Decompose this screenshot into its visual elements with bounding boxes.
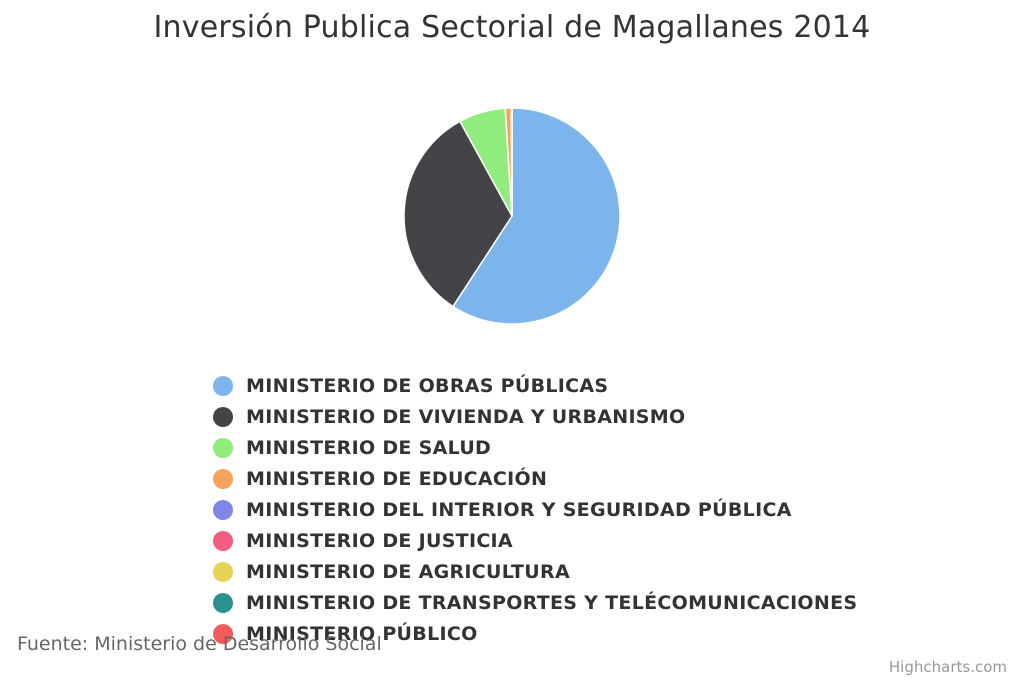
legend-item[interactable]: MINISTERIO DE AGRICULTURA (213, 556, 857, 587)
legend-label: MINISTERIO DE EDUCACIÓN (246, 467, 548, 490)
legend-color-dot-icon (213, 468, 233, 489)
legend-color-dot-icon (213, 437, 233, 458)
legend-item[interactable]: MINISTERIO DE VIVIENDA Y URBANISMO (213, 401, 857, 432)
legend-color-dot-icon (213, 406, 233, 427)
legend-item[interactable]: MINISTERIO DE SALUD (213, 432, 857, 463)
legend-color-dot-icon (213, 530, 233, 551)
pie-slice-1[interactable] (452, 107, 621, 325)
legend-label: MINISTERIO DE VIVIENDA Y URBANISMO (246, 405, 686, 428)
legend-item[interactable]: MINISTERIO DEL INTERIOR Y SEGURIDAD PÚBL… (213, 494, 857, 525)
legend-item[interactable]: MINISTERIO DE OBRAS PÚBLICAS (213, 370, 857, 401)
legend-label: MINISTERIO DE AGRICULTURA (246, 560, 570, 583)
chart-title: Inversión Publica Sectorial de Magallane… (153, 10, 871, 45)
legend-label: MINISTERIO DE OBRAS PÚBLICAS (246, 374, 609, 397)
legend-color-dot-icon (213, 623, 233, 644)
legend-item[interactable]: MINISTERIO PÚBLICO (213, 618, 857, 649)
chart-legend: MINISTERIO DE OBRAS PÚBLICAS MINISTERIO D… (213, 370, 857, 649)
legend-item[interactable]: MINISTERIO DE EDUCACIÓN (213, 463, 857, 494)
legend-label: MINISTERIO DE TRANSPORTES Y TELÉCOMUNICA… (246, 591, 858, 614)
legend-label: MINISTERIO DEL INTERIOR Y SEGURIDAD PÚBL… (246, 498, 792, 521)
legend-item[interactable]: MINISTERIO DE TRANSPORTES Y TELÉCOMUNICA… (213, 587, 857, 618)
legend-color-dot-icon (213, 499, 233, 520)
legend-color-dot-icon (213, 561, 233, 582)
highcharts-credits[interactable]: Highcharts.com (888, 658, 1007, 676)
legend-color-dot-icon (213, 375, 233, 396)
legend-label: MINISTERIO PÚBLICO (246, 622, 478, 645)
legend-color-dot-icon (213, 592, 233, 613)
source-note: Fuente: Ministerio de Desarrollo Social (17, 633, 382, 655)
legend-item[interactable]: MINISTERIO DE JUSTICIA (213, 525, 857, 556)
legend-label: MINISTERIO DE SALUD (246, 436, 492, 459)
legend-label: MINISTERIO DE JUSTICIA (246, 529, 513, 552)
